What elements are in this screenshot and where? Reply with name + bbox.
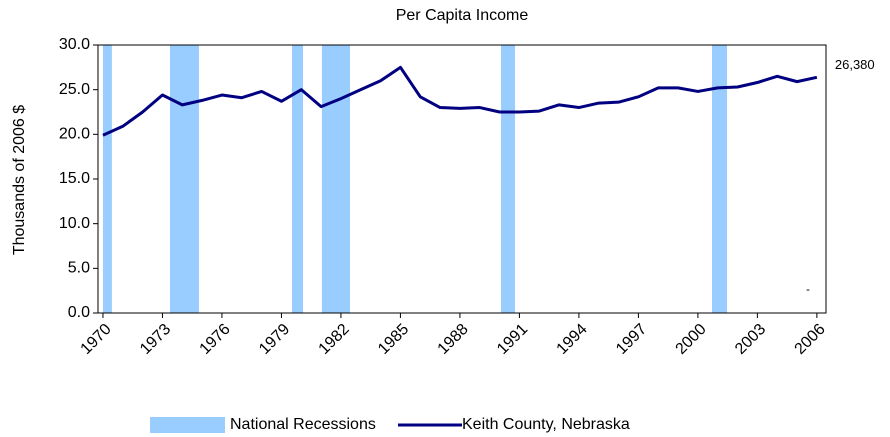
x-tick-label: 2000: [673, 321, 710, 358]
x-tick-label: 1979: [256, 321, 293, 358]
x-tick-label: 1982: [316, 321, 353, 358]
recession-band: [711, 45, 728, 313]
x-tick-label: 1991: [494, 321, 531, 358]
y-tick-label: 20.0: [59, 126, 90, 143]
recession-band: [500, 45, 516, 313]
x-tick-label: 1994: [554, 321, 591, 358]
legend-swatch: [150, 417, 225, 433]
legend-label: National Recessions: [230, 416, 376, 433]
data-label: 26,380: [835, 57, 875, 72]
y-tick-label: 30.0: [59, 36, 90, 53]
recession-band: [291, 45, 304, 313]
series-line: [102, 65, 818, 137]
chart-title: Per Capita Income: [396, 7, 529, 24]
y-tick-label: 5.0: [68, 260, 90, 277]
x-tick-label: 2006: [791, 321, 828, 358]
y-tick-label: 15.0: [59, 170, 90, 187]
x-tick-label: 1976: [197, 321, 234, 358]
y-tick-label: 10.0: [59, 215, 90, 232]
recession-band: [102, 45, 112, 313]
x-tick-label: 1970: [78, 321, 115, 358]
x-tick-label: 1973: [137, 321, 174, 358]
x-tick-label: 2003: [732, 321, 769, 358]
legend-label: Keith County, Nebraska: [462, 416, 630, 433]
x-tick-label: 1988: [435, 321, 472, 358]
recession-band: [169, 45, 199, 313]
y-tick-label: 0.0: [68, 304, 90, 321]
annotation: -: [806, 282, 810, 296]
y-axis-label: Thousands of 2006 $: [11, 105, 28, 255]
x-tick-label: 1985: [375, 321, 412, 358]
x-tick-label: 1997: [613, 321, 650, 358]
y-tick-label: 25.0: [59, 81, 90, 98]
recession-band: [321, 45, 351, 313]
